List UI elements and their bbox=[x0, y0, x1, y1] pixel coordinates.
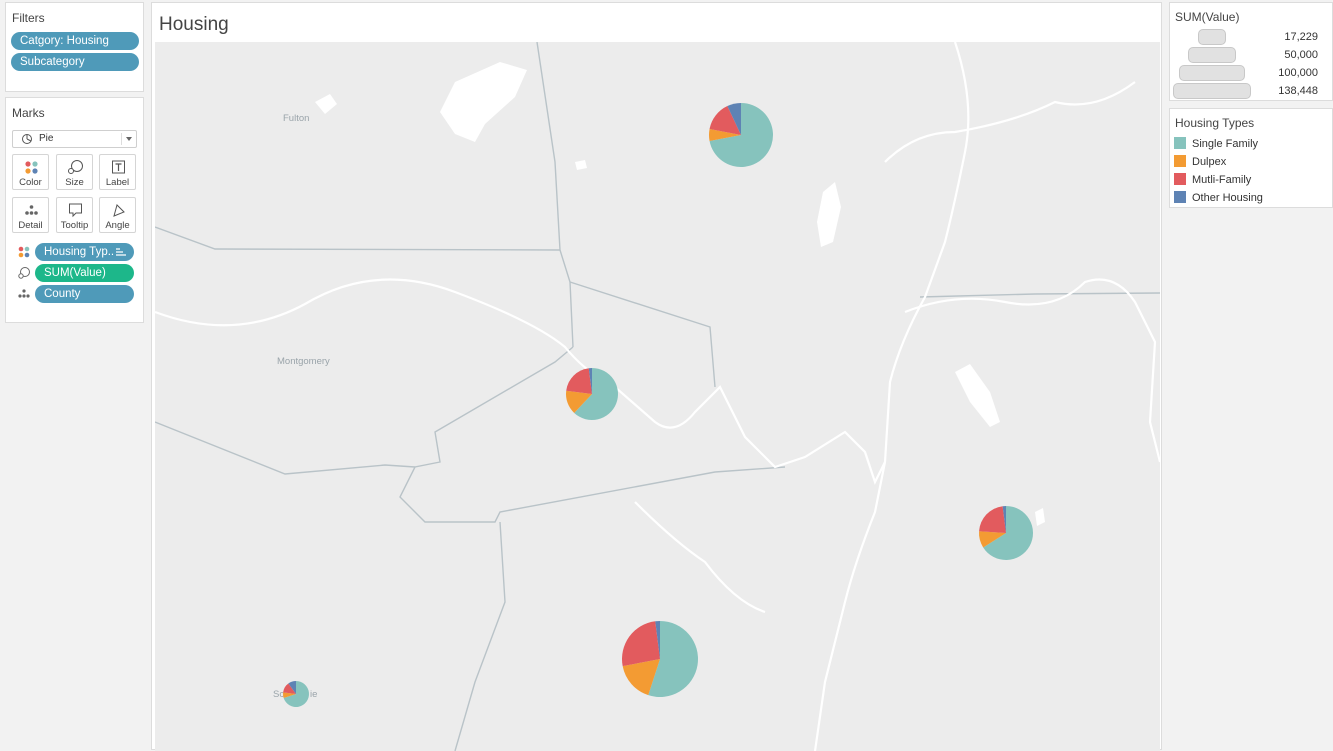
size-button[interactable]: Size bbox=[56, 154, 93, 190]
size-button-label: Size bbox=[65, 177, 84, 188]
pie-slice[interactable] bbox=[288, 681, 296, 694]
field-pill-housing-types[interactable]: Housing Typ.. bbox=[35, 243, 134, 261]
legend-swatch bbox=[1174, 155, 1186, 167]
pie-slice[interactable] bbox=[979, 531, 1006, 548]
filter-pill-subcategory[interactable]: Subcategory bbox=[11, 53, 139, 71]
detail-icon bbox=[25, 205, 38, 215]
legend-swatch bbox=[1174, 137, 1186, 149]
pie-layer bbox=[283, 103, 1033, 708]
pie-slice[interactable] bbox=[727, 103, 741, 135]
legend-label: Mutli-Family bbox=[1192, 174, 1252, 186]
pie-icon bbox=[22, 134, 32, 144]
detail-button-label: Detail bbox=[18, 220, 43, 231]
pie-slice[interactable] bbox=[588, 368, 592, 394]
legend-item-duplex[interactable]: Dulpex bbox=[1174, 154, 1226, 170]
map-label-montgomery: Montgomery bbox=[277, 356, 330, 367]
pie-slice[interactable] bbox=[574, 368, 618, 420]
size-legend-value: 17,229 bbox=[1284, 31, 1318, 43]
size-icon bbox=[18, 267, 30, 279]
legend-label: Dulpex bbox=[1192, 156, 1227, 168]
size-legend-row: 50,000 bbox=[1170, 47, 1330, 65]
color-button[interactable]: Color bbox=[12, 154, 49, 190]
label-button-label: Label bbox=[105, 177, 130, 188]
pie-mark[interactable] bbox=[283, 681, 310, 708]
size-legend-row: 138,448 bbox=[1170, 83, 1330, 101]
pie-mark[interactable] bbox=[979, 505, 1033, 560]
angle-button-label: Angle bbox=[105, 220, 130, 231]
filters-panel: Filters Catgory: Housing Subcategory bbox=[5, 2, 144, 92]
pie-mark[interactable] bbox=[622, 621, 698, 697]
color-legend: Housing Types Single Family Dulpex Mutli… bbox=[1169, 108, 1333, 208]
legend-swatch bbox=[1174, 173, 1186, 185]
pie-slice[interactable] bbox=[622, 659, 660, 696]
legend-swatch bbox=[1174, 191, 1186, 203]
filter-pill-category[interactable]: Catgory: Housing bbox=[11, 32, 139, 50]
detail-icon bbox=[18, 289, 30, 298]
label-icon bbox=[112, 160, 125, 174]
detail-button[interactable]: Detail bbox=[12, 197, 49, 233]
size-legend-value: 100,000 bbox=[1278, 67, 1318, 79]
map-area[interactable]: Fulton Montgomery Sc ie bbox=[155, 42, 1160, 751]
size-legend-shape bbox=[1173, 83, 1251, 99]
field-pill-sum-value[interactable]: SUM(Value) bbox=[35, 264, 134, 282]
color-legend-title: Housing Types bbox=[1175, 116, 1255, 130]
legend-item-single-family[interactable]: Single Family bbox=[1174, 136, 1258, 152]
size-legend-value: 138,448 bbox=[1278, 85, 1318, 97]
pie-slice[interactable] bbox=[709, 106, 741, 135]
legend-item-multi-family[interactable]: Mutli-Family bbox=[1174, 172, 1251, 188]
pie-slice[interactable] bbox=[1002, 505, 1006, 533]
color-button-label: Color bbox=[19, 177, 42, 188]
pie-slice[interactable] bbox=[655, 621, 660, 659]
chevron-down-icon bbox=[126, 137, 132, 141]
pie-slice[interactable] bbox=[283, 681, 310, 708]
pie-slice[interactable] bbox=[283, 692, 296, 699]
legend-label: Other Housing bbox=[1192, 192, 1263, 204]
sort-icon bbox=[116, 248, 126, 256]
marks-title: Marks bbox=[12, 106, 45, 120]
pie-mark[interactable] bbox=[566, 368, 618, 420]
size-legend-shape bbox=[1188, 47, 1236, 63]
pie-slice[interactable] bbox=[709, 103, 773, 167]
map-label-fulton: Fulton bbox=[283, 113, 310, 124]
size-legend-value: 50,000 bbox=[1284, 49, 1318, 61]
pie-slice[interactable] bbox=[566, 368, 592, 394]
pie-slice[interactable] bbox=[709, 129, 741, 141]
view-title: Housing bbox=[159, 14, 229, 35]
size-legend-title: SUM(Value) bbox=[1175, 10, 1240, 24]
pie-slice[interactable] bbox=[283, 683, 296, 694]
tooltip-icon bbox=[69, 203, 82, 218]
field-pill-housing-types-label: Housing Typ.. bbox=[44, 246, 115, 258]
color-dots-icon bbox=[25, 161, 38, 174]
pie-slice[interactable] bbox=[983, 506, 1033, 560]
view-panel: Housing bbox=[151, 2, 1162, 751]
mark-type-dropdown[interactable]: Pie bbox=[12, 130, 137, 148]
field-pill-county[interactable]: County bbox=[35, 285, 134, 303]
tooltip-button-label: Tooltip bbox=[60, 220, 89, 231]
marks-panel: Marks Pie Color Size Label bbox=[5, 97, 144, 323]
map-label-schoharie-suffix: ie bbox=[310, 689, 318, 700]
label-button[interactable]: Label bbox=[99, 154, 136, 190]
size-icon bbox=[68, 160, 83, 174]
map-background bbox=[155, 42, 1160, 751]
angle-icon bbox=[113, 204, 125, 217]
mark-type-value: Pie bbox=[39, 133, 54, 144]
map-label-schoharie-prefix: Sc bbox=[273, 689, 285, 700]
color-dots-icon bbox=[18, 246, 30, 258]
pie-mark[interactable] bbox=[709, 103, 773, 167]
size-legend: SUM(Value) 17,229 50,000 100,000 138,448 bbox=[1169, 2, 1333, 101]
angle-button[interactable]: Angle bbox=[99, 197, 136, 233]
pie-slice[interactable] bbox=[566, 390, 592, 413]
pie-slice[interactable] bbox=[979, 506, 1006, 533]
dropdown-divider bbox=[121, 133, 122, 145]
filters-title: Filters bbox=[12, 11, 45, 25]
legend-label: Single Family bbox=[1192, 138, 1259, 150]
pie-slice[interactable] bbox=[648, 621, 698, 697]
legend-item-other-housing[interactable]: Other Housing bbox=[1174, 190, 1263, 206]
tooltip-button[interactable]: Tooltip bbox=[56, 197, 93, 233]
size-legend-row: 100,000 bbox=[1170, 65, 1330, 83]
size-legend-shape bbox=[1198, 29, 1226, 45]
size-legend-shape bbox=[1179, 65, 1245, 81]
size-legend-row: 17,229 bbox=[1170, 29, 1330, 47]
pie-slice[interactable] bbox=[622, 621, 660, 667]
